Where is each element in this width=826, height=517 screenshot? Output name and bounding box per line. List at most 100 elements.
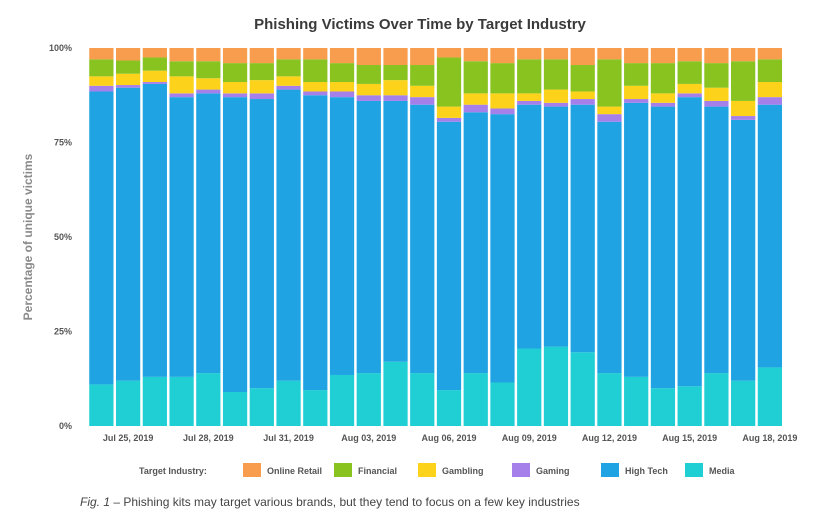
bar-segment-media xyxy=(543,346,569,426)
bar-segment-gaming xyxy=(249,93,274,100)
caption-fig-label: Fig. 1 xyxy=(80,495,111,509)
bar-segment-media xyxy=(597,373,622,426)
bar-segment-high-tech xyxy=(329,97,355,375)
bar-segment-financial xyxy=(303,59,328,83)
bar-segment-gaming xyxy=(517,100,542,105)
legend-label-gambling: Gambling xyxy=(442,466,484,476)
bar-segment-high-tech xyxy=(677,97,702,387)
legend-title: Target Industry: xyxy=(139,466,207,476)
legend-swatch-gaming xyxy=(512,463,530,477)
bar-segment-online-retail xyxy=(276,48,301,60)
bar-segment-media xyxy=(731,380,756,426)
y-tick-label: 25% xyxy=(54,327,72,337)
bar-segment-gambling xyxy=(704,87,729,101)
bar-segment-high-tech xyxy=(624,102,649,377)
bar-segment-high-tech xyxy=(115,87,141,381)
bar-segment-gambling xyxy=(436,106,462,118)
bar-segment-gaming xyxy=(89,85,114,92)
bar-segment-gaming xyxy=(757,97,783,105)
bar-segment-media xyxy=(169,376,194,426)
legend-label-financial: Financial xyxy=(358,466,397,476)
bar-segment-high-tech xyxy=(597,121,622,374)
bar-segment-online-retail xyxy=(222,48,248,64)
bar-segment-gaming xyxy=(115,85,141,88)
bars-group xyxy=(89,48,783,426)
bar-segment-financial xyxy=(89,59,114,77)
bar-segment-gambling xyxy=(196,78,221,90)
bar-segment-gambling xyxy=(383,80,408,96)
bar-segment-gaming xyxy=(463,104,488,113)
legend-swatch-high-tech xyxy=(601,463,619,477)
bar-segment-financial xyxy=(731,61,756,101)
bar-segment-financial xyxy=(597,59,622,107)
bar-segment-high-tech xyxy=(89,91,114,385)
bar-segment-financial xyxy=(436,57,462,107)
bar-segment-media xyxy=(196,373,221,426)
bar-segment-high-tech xyxy=(490,114,515,383)
bar-segment-media xyxy=(677,386,702,426)
bar-segment-online-retail xyxy=(757,48,783,60)
bar-segment-media xyxy=(650,388,676,426)
bar-segment-gambling xyxy=(597,106,622,115)
bar-segment-financial xyxy=(704,63,729,88)
x-tick-label: Aug 06, 2019 xyxy=(421,433,476,443)
bar-segment-financial xyxy=(517,59,542,94)
bar-segment-gambling xyxy=(222,82,248,94)
bar-segment-media xyxy=(757,367,783,426)
bar-segment-media xyxy=(276,380,301,426)
bar-segment-gaming xyxy=(650,102,676,107)
bar-segment-financial xyxy=(276,59,301,77)
bar-segment-online-retail xyxy=(597,48,622,60)
bar-segment-high-tech xyxy=(169,97,194,377)
bar-segment-gaming xyxy=(356,95,381,101)
bar-segment-media xyxy=(463,373,488,426)
bar-segment-gaming xyxy=(196,89,221,94)
chart-title: Phishing Victims Over Time by Target Ind… xyxy=(254,16,586,33)
bar-segment-gambling xyxy=(356,83,381,96)
bar-segment-high-tech xyxy=(570,104,595,353)
bar-segment-financial xyxy=(222,63,248,83)
bar-segment-gambling xyxy=(89,76,114,86)
bar-segment-media xyxy=(115,380,141,426)
bar-segment-financial xyxy=(142,57,167,71)
bar-segment-media xyxy=(222,391,248,426)
bar-segment-gaming xyxy=(410,97,435,105)
legend-swatch-online-retail xyxy=(243,463,261,477)
bar-segment-financial xyxy=(356,65,381,84)
bar-segment-online-retail xyxy=(249,48,274,64)
y-tick-label: 0% xyxy=(59,421,72,431)
bar-segment-financial xyxy=(329,63,355,83)
bar-segment-financial xyxy=(757,59,783,83)
bar-segment-gaming xyxy=(222,93,248,98)
bar-segment-online-retail xyxy=(570,48,595,66)
bar-segment-gambling xyxy=(142,70,167,83)
bar-segment-high-tech xyxy=(142,83,167,377)
bar-segment-gambling xyxy=(303,82,328,92)
bar-segment-online-retail xyxy=(517,48,542,60)
y-tick-label: 50% xyxy=(54,232,72,242)
bar-segment-gambling xyxy=(169,76,194,94)
legend-swatch-financial xyxy=(334,463,352,477)
legend-label-high-tech: High Tech xyxy=(625,466,668,476)
bar-segment-financial xyxy=(196,61,221,79)
bar-segment-online-retail xyxy=(463,48,488,62)
y-axis-ticks: 0% 25% 50% 75% 100% xyxy=(49,43,72,431)
x-tick-label: Jul 25, 2019 xyxy=(103,433,154,443)
bar-segment-gaming xyxy=(704,100,729,107)
bar-segment-online-retail xyxy=(383,48,408,66)
bar-segment-financial xyxy=(570,65,595,92)
bar-segment-gambling xyxy=(115,73,141,86)
y-tick-label: 100% xyxy=(49,43,72,53)
legend-swatch-media xyxy=(685,463,703,477)
bar-segment-gaming xyxy=(490,108,515,115)
bar-segment-gambling xyxy=(249,80,274,94)
legend-swatch-gambling xyxy=(418,463,436,477)
legend-label-gaming: Gaming xyxy=(536,466,570,476)
bar-segment-high-tech xyxy=(383,100,408,362)
bar-segment-high-tech xyxy=(543,106,569,347)
bar-segment-financial xyxy=(410,65,435,86)
bar-segment-online-retail xyxy=(410,48,435,66)
legend: Target Industry: Online Retail Financial G… xyxy=(139,463,736,477)
bar-segment-high-tech xyxy=(410,104,435,374)
